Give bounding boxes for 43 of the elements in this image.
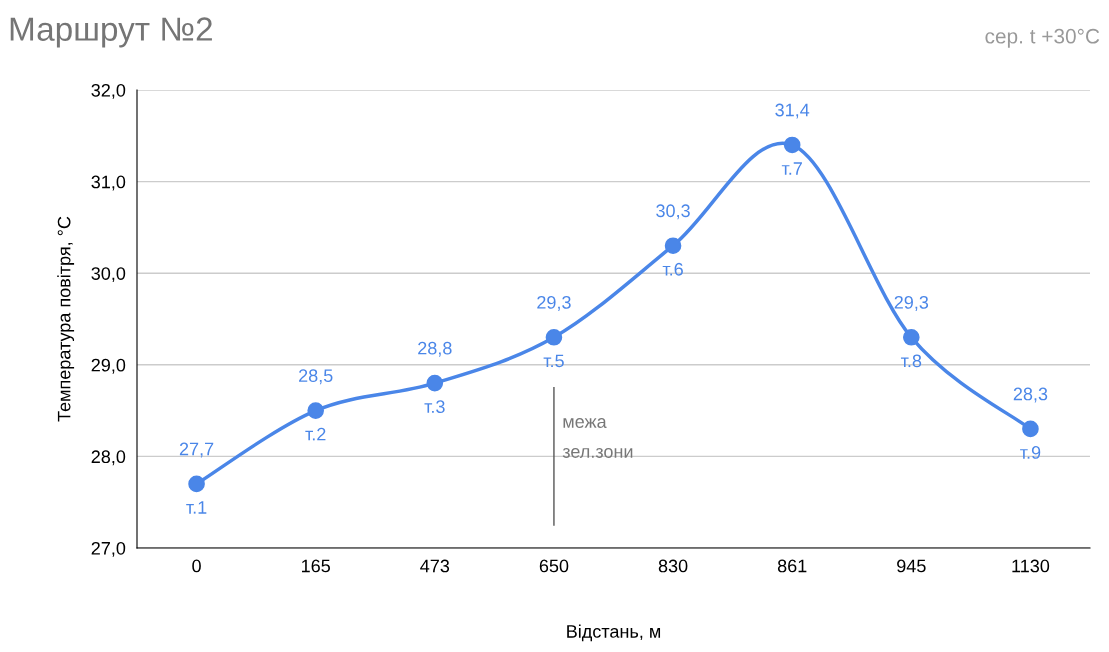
data-label: 28,3 xyxy=(1013,387,1048,403)
y-tick-label: 30,0 xyxy=(91,267,126,283)
data-label: 29,3 xyxy=(894,295,929,311)
y-tick-label: 27,0 xyxy=(91,541,126,557)
annotation: т.7 xyxy=(781,162,802,175)
x-tick-label: 473 xyxy=(420,559,450,573)
annotation: т.2 xyxy=(305,427,326,441)
annotation: т.8 xyxy=(900,354,922,368)
y-axis-title: Температура повітря, °C xyxy=(57,216,75,422)
x-tick-label: 830 xyxy=(658,559,688,573)
data-label: 31,4 xyxy=(775,103,810,119)
annotation: т.5 xyxy=(543,354,564,368)
x-axis-title: Відстань, м xyxy=(567,624,661,642)
point xyxy=(545,329,563,346)
ref-line-label: межа зел.зони xyxy=(562,418,633,458)
y-tick-label: 32,0 xyxy=(91,83,126,99)
annotation: т.3 xyxy=(424,400,445,414)
annotation: т.6 xyxy=(662,262,683,276)
data-label: 29,3 xyxy=(537,295,571,311)
point xyxy=(903,329,920,346)
x-tick-label: 945 xyxy=(897,559,926,573)
x-tick-label: 165 xyxy=(302,559,330,573)
y-tick-label: 29,0 xyxy=(91,358,126,374)
x-tick-label: 0 xyxy=(192,559,201,573)
point xyxy=(188,475,205,493)
chart-subtitle: сер. t +30°C xyxy=(985,28,1100,48)
chart-title: Маршрут №2 xyxy=(10,17,212,48)
y-tick-label: 28,0 xyxy=(91,450,126,466)
point xyxy=(307,402,324,419)
x-tick-label: 650 xyxy=(539,559,569,573)
y-tick-label: 31,0 xyxy=(91,175,126,191)
data-label: 27,7 xyxy=(179,442,214,458)
point xyxy=(664,237,682,255)
data-label: 30,3 xyxy=(656,204,690,220)
data-label: 28,8 xyxy=(418,341,452,357)
annotation: т.1 xyxy=(186,501,207,514)
point xyxy=(426,374,444,392)
data-label: 28,5 xyxy=(299,369,333,385)
x-tick-label: 1130 xyxy=(1012,559,1050,573)
point xyxy=(783,136,801,154)
annotation: т.9 xyxy=(1020,446,1041,459)
point xyxy=(1022,420,1039,438)
x-tick-label: 861 xyxy=(777,559,807,573)
